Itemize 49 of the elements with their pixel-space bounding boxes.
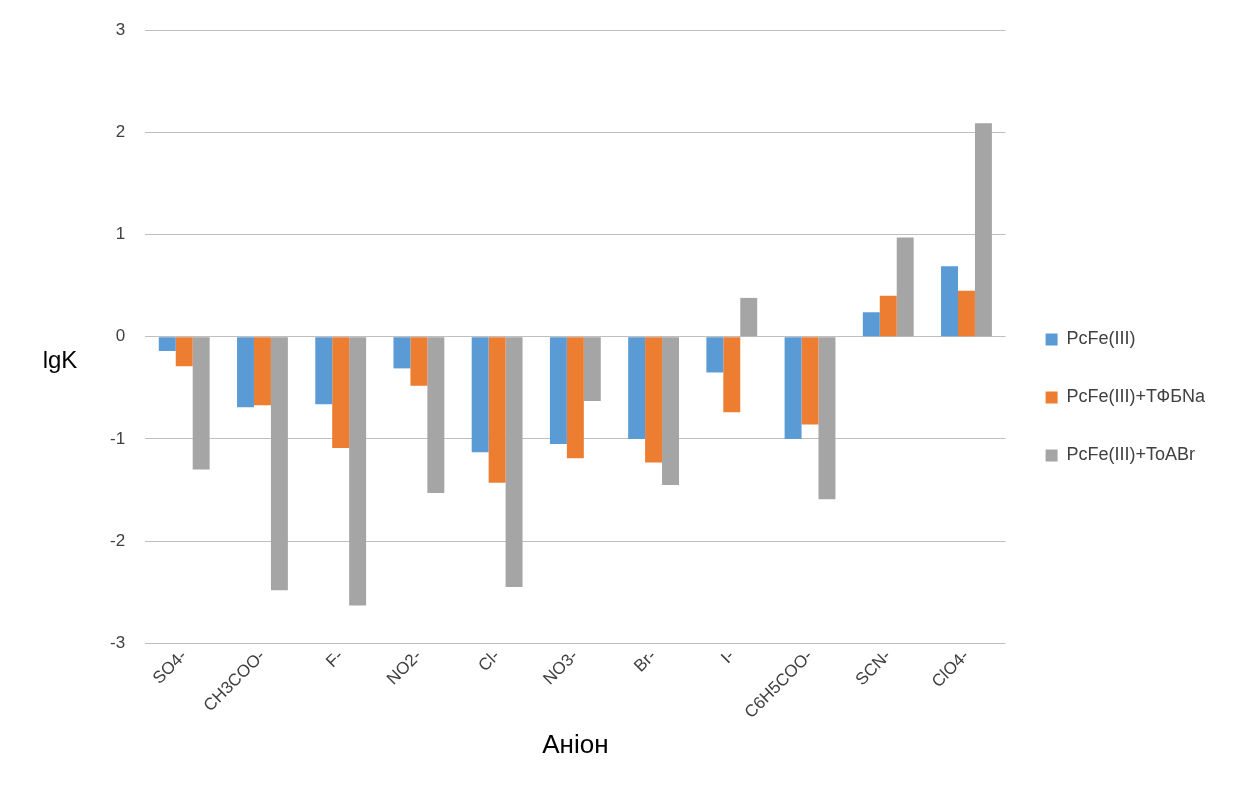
bar: [349, 337, 367, 606]
bar: [896, 237, 914, 337]
bar: [941, 266, 958, 337]
bar: [505, 337, 523, 588]
bar: [958, 290, 975, 337]
y-tick-label: 2: [115, 122, 126, 142]
bar: [974, 123, 992, 337]
bar: [645, 337, 663, 463]
legend-label: PcFe(III): [1066, 328, 1136, 349]
bar: [315, 337, 333, 405]
x-tick-label: I-: [717, 646, 738, 667]
y-tick-label: -3: [109, 632, 126, 652]
bar: [818, 337, 836, 500]
bar: [784, 337, 802, 439]
bar: [158, 337, 176, 352]
bar: [175, 337, 193, 367]
bar: [192, 337, 210, 470]
legend-label: PcFe(III)+ToABr: [1066, 444, 1196, 465]
bar: [801, 337, 819, 425]
legend-label: PcFe(III)+ТФБNa: [1066, 386, 1206, 407]
x-tick-label: Br-: [630, 646, 660, 676]
y-tick-label: 0: [115, 326, 126, 346]
bar: [410, 337, 428, 386]
x-tick-label: Cl-: [474, 646, 504, 675]
y-tick-label: 3: [115, 19, 126, 39]
bar: [879, 295, 897, 337]
bar: [706, 337, 724, 373]
bar: [237, 337, 254, 408]
bar: [332, 337, 350, 449]
x-tick-label: F-: [322, 646, 347, 671]
bar: [662, 337, 679, 485]
y-tick-label: -1: [109, 428, 126, 448]
x-axis-title: Аніон: [542, 728, 609, 759]
bar: [253, 337, 271, 406]
bar: [628, 337, 646, 439]
bar: [549, 337, 567, 445]
bar: [427, 337, 445, 494]
y-tick-label: 1: [115, 224, 126, 244]
bar: [723, 337, 741, 413]
y-tick-label: -2: [109, 530, 126, 550]
bar: [566, 337, 584, 459]
bar: [740, 297, 758, 337]
bar: [471, 337, 489, 453]
bar: [862, 312, 880, 337]
y-axis-title: lgK: [42, 346, 78, 374]
bar: [488, 337, 506, 483]
bar: [393, 337, 411, 369]
bar: [270, 337, 288, 591]
bar: [583, 337, 601, 402]
